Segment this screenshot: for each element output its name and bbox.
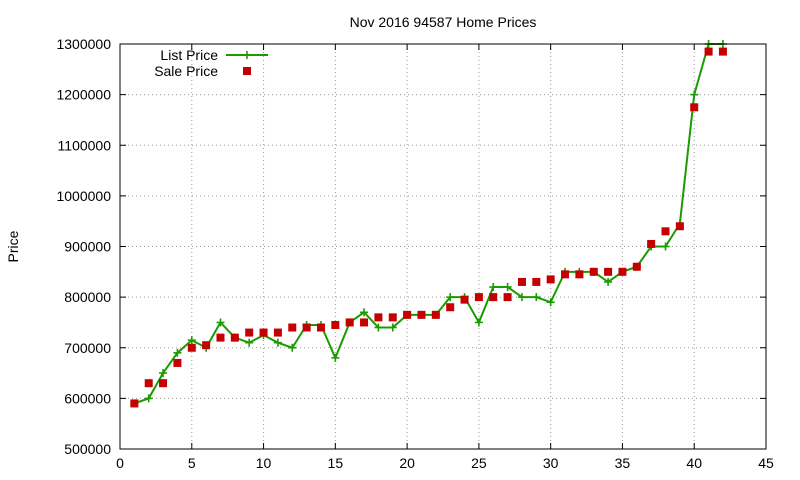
sale-price-point	[503, 293, 512, 302]
label-layer: 0 5 10 15 20 25 30 35 40 45 500000 600000 700000 8000…	[56, 36, 774, 471]
sale-price-point	[575, 270, 584, 279]
list-price-point	[360, 308, 369, 317]
sale-price-point	[460, 295, 469, 304]
sale-price-point	[489, 293, 498, 302]
x-tick-label: 15	[328, 455, 344, 471]
sale-price-point	[690, 103, 699, 112]
list-price-point	[187, 336, 196, 345]
y-tick-label: 800000	[64, 289, 111, 305]
sale-price-point	[403, 310, 412, 319]
list-price-point	[661, 242, 670, 251]
sale-price-point	[431, 310, 440, 319]
list-price-point	[331, 353, 340, 362]
tick-layer	[119, 43, 767, 450]
x-tick-label: 10	[256, 455, 272, 471]
list-price-point	[489, 283, 498, 291]
sale-price-point	[144, 379, 153, 388]
y-tick-label: 500000	[64, 441, 111, 457]
x-tick-label: 40	[686, 455, 702, 471]
sale-price-point	[474, 293, 483, 302]
sale-price-point	[273, 328, 282, 337]
list-price-point	[173, 348, 182, 357]
list-price-point	[273, 338, 282, 347]
series-layer	[130, 40, 727, 408]
sale-price-point	[388, 313, 397, 322]
sale-price-point	[604, 267, 613, 276]
sale-price-point	[532, 277, 541, 286]
y-tick-label: 1300000	[56, 36, 111, 52]
list-price-point	[517, 293, 526, 302]
y-tick-label: 1000000	[56, 188, 111, 204]
list-price-point	[604, 277, 613, 286]
y-tick-label: 700000	[64, 340, 111, 356]
sale-price-point	[675, 222, 684, 231]
sale-price-point	[704, 47, 713, 56]
y-tick-label: 1200000	[56, 87, 111, 103]
list-price-point	[503, 283, 512, 291]
sale-price-point	[360, 318, 369, 327]
x-tick-label: 30	[543, 455, 559, 471]
sale-price-point	[718, 47, 727, 56]
list-price-point	[144, 394, 153, 403]
sale-price-point	[589, 267, 598, 276]
sale-price-point	[331, 320, 340, 329]
chart-title: Nov 2016 94587 Home Prices	[350, 14, 537, 30]
list-price-point	[446, 293, 455, 302]
x-tick-label: 5	[188, 455, 196, 471]
list-price-point	[159, 369, 168, 378]
sale-price-point	[173, 358, 182, 367]
sale-price-point	[561, 270, 570, 279]
y-axis-label: Price	[5, 230, 21, 262]
sale-price-point	[632, 262, 641, 271]
sale-price-point	[417, 310, 426, 319]
legend-label-list-price: List Price	[160, 47, 218, 63]
list-price-point	[216, 318, 225, 327]
list-price-point	[288, 343, 297, 352]
sale-price-point	[187, 343, 196, 352]
sale-price-point	[288, 323, 297, 332]
sale-price-point	[302, 323, 311, 332]
sale-price-point	[216, 333, 225, 342]
list-price-point	[532, 293, 541, 302]
y-tick-label: 1100000	[58, 137, 112, 153]
sale-price-point	[202, 341, 211, 350]
x-tick-label: 45	[758, 455, 774, 471]
list-price-point	[388, 323, 397, 332]
sale-price-point	[130, 399, 139, 408]
sale-price-point	[316, 323, 325, 332]
sale-price-point	[345, 318, 354, 327]
x-tick-label: 20	[399, 455, 415, 471]
sale-price-point	[159, 379, 168, 388]
sale-price-point	[230, 333, 239, 342]
sale-price-point	[647, 239, 656, 248]
x-tick-label: 35	[615, 455, 631, 471]
legend-label-sale-price: Sale Price	[154, 63, 218, 79]
sale-price-point	[374, 313, 383, 322]
list-price-line	[134, 43, 723, 405]
list-price-point	[546, 298, 555, 307]
y-tick-label: 600000	[64, 390, 111, 406]
x-tick-label: 25	[471, 455, 487, 471]
sale-price-point	[618, 267, 627, 276]
list-price-point	[690, 90, 699, 99]
legend-swatch-sale-price	[243, 67, 251, 75]
sale-price-point	[446, 303, 455, 312]
list-price-point	[245, 338, 254, 347]
sale-price-point	[517, 277, 526, 286]
y-tick-label: 900000	[64, 239, 111, 255]
sale-price-point	[259, 328, 268, 337]
sale-price-point	[245, 328, 254, 337]
list-price-point	[374, 323, 383, 332]
sale-price-point	[661, 227, 670, 236]
list-price-point	[474, 318, 483, 327]
x-tick-label: 0	[116, 455, 124, 471]
sale-price-point	[546, 275, 555, 284]
